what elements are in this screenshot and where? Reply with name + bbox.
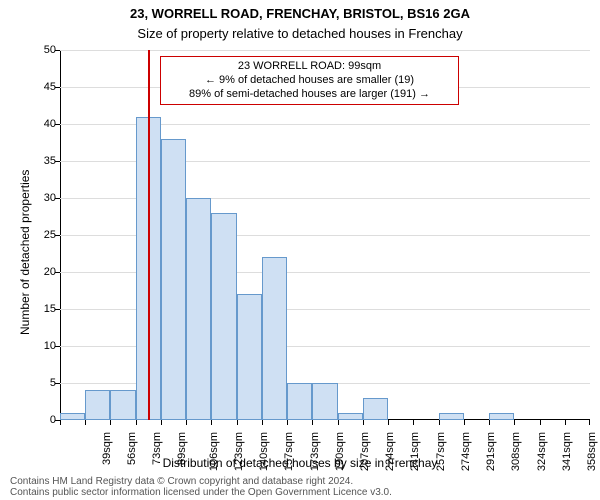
x-tick-label: 341sqm	[561, 432, 573, 471]
histogram-bar	[237, 294, 262, 420]
x-tick	[589, 420, 590, 425]
property-info-box: 23 WORRELL ROAD: 99sqm← 9% of detached h…	[160, 56, 459, 105]
x-tick-label: 56sqm	[126, 432, 138, 465]
x-tick-label: 73sqm	[151, 432, 163, 465]
x-tick-label: 324sqm	[536, 432, 548, 471]
x-tick	[565, 420, 566, 425]
chart-title-line2: Size of property relative to detached ho…	[0, 26, 600, 41]
x-tick	[540, 420, 541, 425]
x-tick-label: 358sqm	[586, 432, 598, 471]
y-tick-label: 20	[16, 266, 56, 278]
x-tick	[110, 420, 111, 425]
histogram-bar	[85, 390, 110, 420]
x-tick	[363, 420, 364, 425]
x-tick	[136, 420, 137, 425]
chart-container: 23, WORRELL ROAD, FRENCHAY, BRISTOL, BS1…	[0, 0, 600, 500]
x-tick-label: 274sqm	[460, 432, 472, 471]
y-tick-label: 45	[16, 81, 56, 93]
x-tick	[514, 420, 515, 425]
histogram-bar	[338, 413, 363, 420]
chart-title-line1: 23, WORRELL ROAD, FRENCHAY, BRISTOL, BS1…	[0, 6, 600, 21]
y-tick-label: 10	[16, 340, 56, 352]
y-tick-label: 40	[16, 118, 56, 130]
histogram-bar	[439, 413, 464, 420]
x-tick	[338, 420, 339, 425]
x-tick-label: 106sqm	[208, 432, 220, 471]
x-tick	[287, 420, 288, 425]
x-tick	[388, 420, 389, 425]
histogram-bar	[312, 383, 337, 420]
x-tick-label: 224sqm	[384, 432, 396, 471]
x-tick	[186, 420, 187, 425]
histogram-bar	[60, 413, 85, 420]
info-box-line: ← 9% of detached houses are smaller (19)	[167, 74, 452, 88]
y-tick-label: 15	[16, 303, 56, 315]
histogram-bar	[211, 213, 236, 420]
y-tick-label: 50	[16, 44, 56, 56]
x-tick-label: 190sqm	[334, 432, 346, 471]
x-tick	[413, 420, 414, 425]
footnote-line1: Contains HM Land Registry data © Crown c…	[10, 476, 590, 498]
histogram-bar	[489, 413, 514, 420]
x-tick-label: 140sqm	[258, 432, 270, 471]
x-tick	[262, 420, 263, 425]
histogram-bar	[363, 398, 388, 420]
x-tick-label: 39sqm	[101, 432, 113, 465]
x-tick	[60, 420, 61, 425]
x-tick	[85, 420, 86, 425]
x-tick-label: 157sqm	[283, 432, 295, 471]
y-tick-label: 35	[16, 155, 56, 167]
histogram-bar	[186, 198, 211, 420]
x-tick	[489, 420, 490, 425]
info-box-line: 89% of semi-detached houses are larger (…	[167, 88, 452, 102]
y-tick-label: 30	[16, 192, 56, 204]
x-tick	[439, 420, 440, 425]
x-tick	[211, 420, 212, 425]
x-tick	[312, 420, 313, 425]
x-tick-label: 89sqm	[176, 432, 188, 465]
x-tick-label: 207sqm	[359, 432, 371, 471]
x-tick-label: 241sqm	[410, 432, 422, 471]
footnote-line1: Contains HM Land Registry data © Crown c…	[10, 476, 590, 487]
plot-area: 23 WORRELL ROAD: 99sqm← 9% of detached h…	[60, 50, 590, 420]
x-tick	[161, 420, 162, 425]
x-tick-label: 123sqm	[233, 432, 245, 471]
histogram-bar	[262, 257, 287, 420]
histogram-bar	[287, 383, 312, 420]
x-tick	[237, 420, 238, 425]
x-tick	[464, 420, 465, 425]
y-tick-label: 25	[16, 229, 56, 241]
y-tick-label: 5	[16, 377, 56, 389]
gridline	[60, 50, 590, 51]
x-tick-label: 291sqm	[485, 432, 497, 471]
footnote-line2: Contains public sector information licen…	[10, 487, 590, 498]
y-tick-label: 0	[16, 414, 56, 426]
property-marker-line	[148, 50, 150, 420]
x-tick-label: 308sqm	[511, 432, 523, 471]
x-tick-label: 257sqm	[435, 432, 447, 471]
info-box-line: 23 WORRELL ROAD: 99sqm	[167, 60, 452, 74]
x-tick-label: 173sqm	[309, 432, 321, 471]
histogram-bar	[110, 390, 135, 420]
histogram-bar	[161, 139, 186, 420]
